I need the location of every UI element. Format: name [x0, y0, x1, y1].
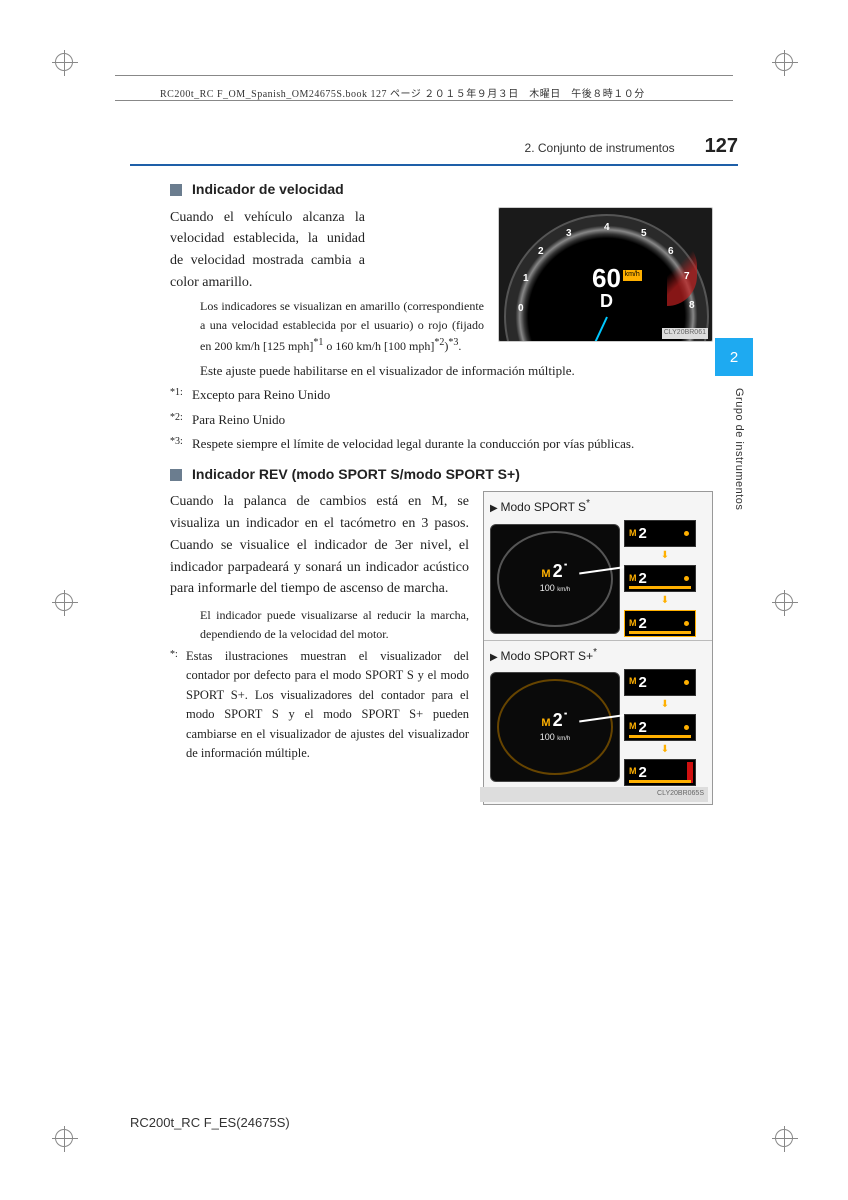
subtext: El indicador puede visualizarse al reduc…	[200, 606, 469, 643]
subtext: Este ajuste puede habilitarse en el visu…	[200, 361, 713, 381]
footnote: *1:Excepto para Reino Unido	[170, 385, 713, 405]
para: Cuando la palanca de cambios está en M, …	[170, 491, 469, 599]
page-header: 2. Conjunto de instrumentos 127	[130, 135, 738, 166]
heading-speed-indicator: Indicador de velocidad	[170, 179, 713, 201]
footnote: *: Estas ilustraciones muestran el visua…	[170, 647, 469, 763]
tachometer-sport-s: M2˙ 100 km/h	[490, 524, 620, 634]
speedometer-figure: 0 1 2 3 4 5 6 7 8 9 60 km/h D CLY20BR061	[498, 207, 713, 342]
chapter-tab: 2	[715, 338, 753, 376]
square-marker-icon	[170, 184, 182, 196]
rev-indicator-figure: Modo SPORT S* M2˙ 100 km/h M2 ⬇ M2 ⬇ M2	[483, 491, 713, 804]
subtext: Los indicadores se visualizan en amarill…	[200, 297, 484, 355]
para: Cuando el vehículo alcanza la velocidad …	[170, 207, 365, 294]
rule-line	[115, 100, 733, 101]
rule-line	[115, 75, 733, 76]
square-marker-icon	[170, 469, 182, 481]
section-name: 2. Conjunto de instrumentos	[525, 141, 675, 155]
footer-text: RC200t_RC F_ES(24675S)	[130, 1115, 290, 1130]
page-number: 127	[705, 135, 738, 158]
book-metadata: RC200t_RC F_OM_Spanish_OM24675S.book 127…	[160, 85, 645, 100]
tachometer-sport-sp: M2˙ 100 km/h	[490, 672, 620, 782]
side-label: Grupo de instrumentos	[733, 388, 745, 510]
main-content: Indicador de velocidad Cuando el vehícul…	[170, 175, 713, 811]
footnote: *2:Para Reino Unido	[170, 410, 713, 430]
heading-rev-indicator: Indicador REV (modo SPORT S/modo SPORT S…	[170, 464, 713, 486]
footnote: *3:Respete siempre el límite de velocida…	[170, 434, 713, 454]
